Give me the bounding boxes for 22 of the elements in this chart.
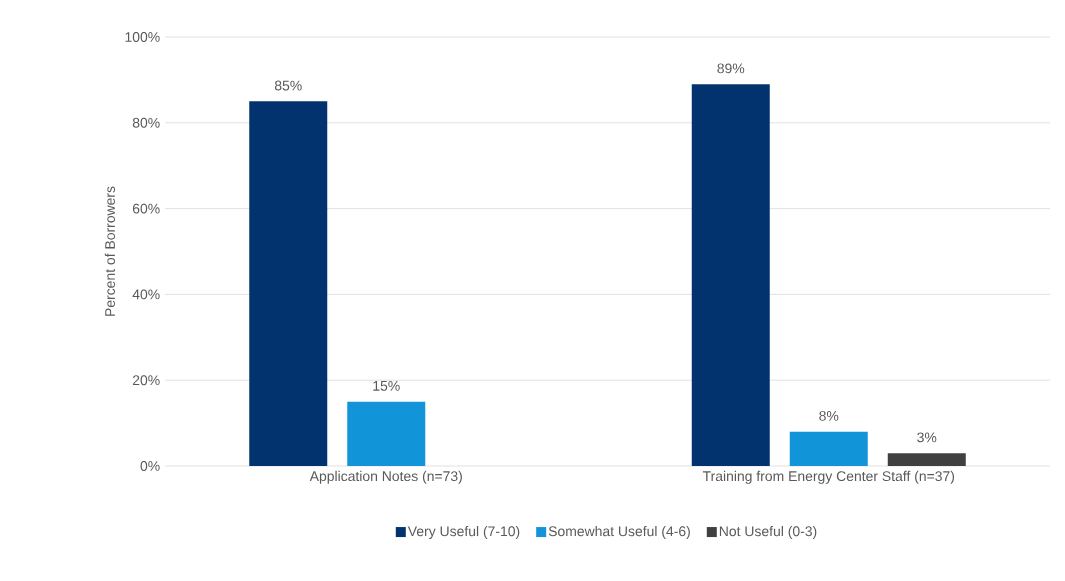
y-tick-label: 20% (132, 375, 160, 386)
bar (347, 401, 426, 466)
x-tick-label: Training from Energy Center Staff (n=37) (702, 470, 955, 484)
y-tick-label: 60% (132, 203, 160, 214)
y-tick-label: 40% (132, 289, 160, 300)
legend-label: Very Useful (7-10) (407, 525, 520, 539)
y-tick-label: 0% (140, 461, 160, 471)
data-label: 85% (274, 80, 302, 91)
data-label: 89% (717, 63, 745, 74)
y-tick-label: 80% (132, 117, 160, 128)
bar (691, 84, 770, 466)
bar (249, 101, 328, 466)
bar (887, 453, 966, 466)
x-tick-label: Application Notes (n=73) (309, 470, 462, 484)
legend-label: Somewhat Useful (4-6) (548, 525, 690, 539)
data-label: 15% (373, 380, 400, 391)
bar (789, 431, 868, 466)
y-tick-label: 100% (125, 32, 160, 42)
data-label: 3% (917, 432, 937, 443)
y-axis-title: Percent of Borrowers (104, 186, 115, 316)
data-label: 8% (819, 410, 839, 421)
legend-label: Not Useful (0-3) (719, 525, 817, 539)
